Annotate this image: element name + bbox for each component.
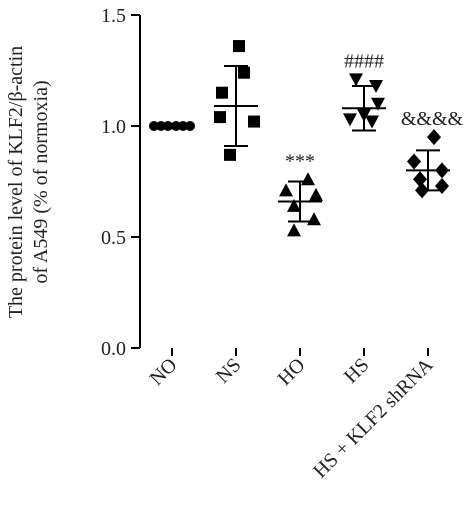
data-point <box>233 40 245 53</box>
data-point <box>427 129 441 146</box>
x-tick-label: HS <box>340 354 374 388</box>
data-point <box>349 73 363 87</box>
x-tick-label: NS <box>212 354 246 388</box>
y-axis-label: The protein level of KLF2/β-actin <box>5 46 27 318</box>
y-axis-label: of A549 (% of normoxia) <box>30 80 52 283</box>
data-point <box>248 115 260 128</box>
data-point <box>307 212 321 226</box>
y-tick-label: 0.0 <box>101 338 126 360</box>
x-tick-label: HO <box>274 354 310 390</box>
data-point <box>214 111 226 124</box>
data-point <box>309 187 323 201</box>
x-tick-label: NO <box>146 354 182 390</box>
y-tick-label: 0.5 <box>101 227 126 249</box>
data-point <box>216 86 228 99</box>
data-point <box>287 223 301 237</box>
data-point <box>238 66 250 79</box>
data-point <box>371 97 385 111</box>
y-tick-label: 1.5 <box>101 5 126 27</box>
data-point <box>413 171 427 188</box>
annotation: &&&& <box>401 108 464 130</box>
data-point <box>365 115 379 129</box>
data-point <box>343 113 357 127</box>
annotation: *** <box>285 150 315 172</box>
annotation: #### <box>344 50 384 72</box>
data-point <box>287 198 301 212</box>
x-tick-label: HS + KLF2 shRNA <box>309 354 438 483</box>
data-point <box>301 172 315 186</box>
data-point <box>435 177 449 194</box>
data-point <box>279 183 293 197</box>
data-point <box>224 148 236 161</box>
data-point <box>407 153 421 170</box>
y-tick-label: 1.0 <box>101 116 126 138</box>
